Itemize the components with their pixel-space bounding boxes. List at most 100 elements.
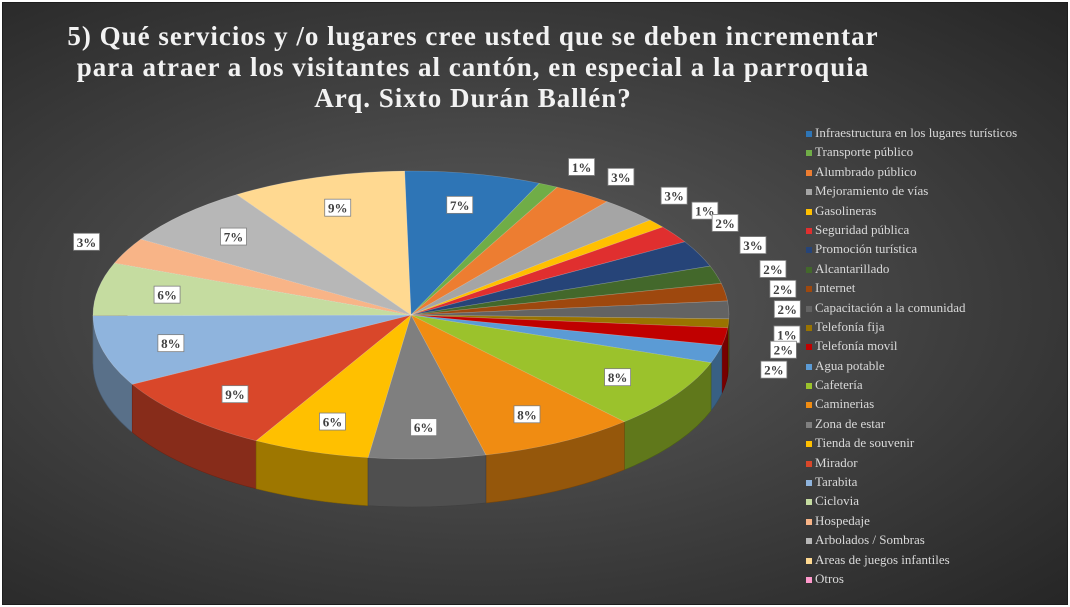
legend-swatch bbox=[806, 189, 812, 196]
data-label: 7% bbox=[446, 195, 474, 214]
legend-label: Infraestructura en los lugares turístico… bbox=[815, 125, 1018, 140]
legend-item: Capacitación a la comunidad bbox=[806, 298, 1066, 317]
data-label: 2% bbox=[711, 214, 739, 232]
legend-item: Arbolados / Sombras bbox=[806, 530, 1066, 549]
data-label-box bbox=[568, 158, 595, 176]
data-label-box bbox=[691, 201, 719, 220]
data-label-box bbox=[220, 227, 247, 246]
legend-swatch bbox=[806, 227, 812, 234]
legend-item: Internet bbox=[806, 278, 1066, 297]
data-label-text: 7% bbox=[224, 230, 244, 245]
data-label-box bbox=[157, 334, 185, 353]
data-label: 3% bbox=[739, 236, 767, 254]
data-label-text: 1% bbox=[572, 160, 592, 175]
data-label: 1% bbox=[773, 325, 801, 344]
data-label: 2% bbox=[759, 260, 787, 278]
legend-swatch bbox=[806, 131, 812, 138]
legend-swatch bbox=[806, 150, 812, 157]
data-label-text: 9% bbox=[328, 201, 348, 216]
data-label-box bbox=[319, 412, 346, 431]
legend-label: Agua potable bbox=[815, 357, 885, 373]
pie-slice-transporte-p-blico bbox=[410, 182, 558, 316]
legend-swatch bbox=[806, 441, 812, 448]
legend-item: Zona de estar bbox=[806, 414, 1066, 433]
legend-label: Hospedaje bbox=[815, 512, 870, 528]
data-label-box bbox=[607, 167, 635, 186]
data-label-text: 9% bbox=[225, 387, 245, 402]
legend-item: Alumbrado público bbox=[806, 162, 1066, 181]
data-label-box bbox=[739, 236, 767, 254]
pie-top bbox=[92, 170, 730, 460]
pie-slice-tienda-de-souvenir bbox=[255, 314, 412, 458]
legend-swatch bbox=[806, 518, 812, 525]
data-label-text: 7% bbox=[450, 198, 470, 213]
legend-label: Transporte público bbox=[815, 144, 914, 160]
legend-label: Telefonía fija bbox=[815, 318, 885, 334]
data-label: 7% bbox=[220, 227, 247, 246]
data-label-text: 2% bbox=[774, 343, 794, 358]
data-label-box bbox=[711, 214, 739, 232]
legend-item: Tarabita bbox=[806, 472, 1066, 491]
legend-item: Hospedaje bbox=[806, 511, 1066, 530]
data-label: 1% bbox=[691, 201, 719, 220]
data-label: 2% bbox=[773, 300, 801, 319]
legend-item: Transporte público bbox=[806, 142, 1066, 161]
legend-label: Alcantarillado bbox=[815, 260, 890, 276]
legend-item: Ciclovia bbox=[806, 491, 1066, 510]
data-label: 2% bbox=[760, 360, 788, 379]
pie-slice-hospedaje bbox=[113, 238, 412, 316]
data-label: 1% bbox=[568, 158, 595, 176]
pie-slice-areas-de-juegos-infantiles bbox=[236, 170, 412, 316]
legend-item: Infraestructura en los lugares turístico… bbox=[806, 123, 1066, 142]
data-label-text: 8% bbox=[608, 370, 628, 385]
legend-swatch bbox=[806, 169, 812, 176]
data-label-text: 6% bbox=[414, 420, 434, 435]
legend-item: Agua potable bbox=[806, 356, 1066, 375]
legend-swatch bbox=[806, 266, 812, 273]
data-label-text: 1% bbox=[695, 204, 715, 219]
data-label-box bbox=[604, 368, 631, 387]
legend-swatch bbox=[806, 460, 812, 467]
pie-side-mirador bbox=[131, 383, 257, 490]
legend-swatch bbox=[806, 344, 812, 351]
data-label: 3% bbox=[607, 167, 635, 186]
data-label-text: 1% bbox=[777, 327, 797, 342]
data-label-box bbox=[73, 232, 100, 251]
data-label: 3% bbox=[73, 232, 100, 251]
legend-label: Areas de juegos infantiles bbox=[815, 551, 950, 567]
legend-label: Mejoramiento de vías bbox=[815, 183, 929, 199]
legend-label: Tarabita bbox=[815, 474, 858, 490]
pie-slice-capacitaci-n-a-la-comunidad bbox=[410, 300, 730, 320]
legend-item: Gasolineras bbox=[806, 201, 1066, 220]
data-label-box bbox=[513, 405, 541, 424]
data-label-box bbox=[759, 260, 787, 278]
data-label-text: 2% bbox=[763, 262, 783, 277]
data-label: 2% bbox=[769, 279, 797, 298]
data-label-text: 2% bbox=[773, 282, 793, 297]
legend-swatch bbox=[806, 538, 812, 545]
pie-slice-promoci-n-tur-stica bbox=[410, 241, 711, 316]
data-label-text: 6% bbox=[323, 415, 343, 430]
pie-chart: 7%1%3%3%1%2%3%2%2%2%1%2%2%8%8%6%6%9%8%6%… bbox=[73, 158, 801, 508]
chart-title: 5) Qué servicios y /o lugares cree usted… bbox=[67, 21, 879, 113]
legend-swatch bbox=[806, 208, 812, 215]
legend-swatch bbox=[806, 363, 812, 370]
legend-swatch bbox=[806, 402, 812, 409]
data-label-text: 3% bbox=[743, 238, 763, 253]
data-label-box bbox=[660, 186, 688, 205]
pie-slice-telefon-a-movil bbox=[410, 314, 729, 346]
legend-item: Caminerias bbox=[806, 394, 1066, 413]
data-label: 9% bbox=[324, 198, 352, 217]
pie-slice-tarabita bbox=[92, 314, 412, 385]
data-label-text: 2% bbox=[715, 216, 735, 231]
data-label-text: 6% bbox=[157, 288, 177, 303]
legend-label: Promoción turística bbox=[815, 241, 918, 257]
data-label: 6% bbox=[410, 418, 438, 437]
data-label: 9% bbox=[221, 385, 249, 404]
pie-slice-alcantarillado bbox=[410, 265, 722, 316]
legend-swatch bbox=[806, 286, 812, 293]
legend-item: Cafetería bbox=[806, 375, 1066, 394]
legend-label: Ciclovia bbox=[815, 493, 860, 509]
legend: Infraestructura en los lugares turístico… bbox=[806, 123, 1066, 588]
